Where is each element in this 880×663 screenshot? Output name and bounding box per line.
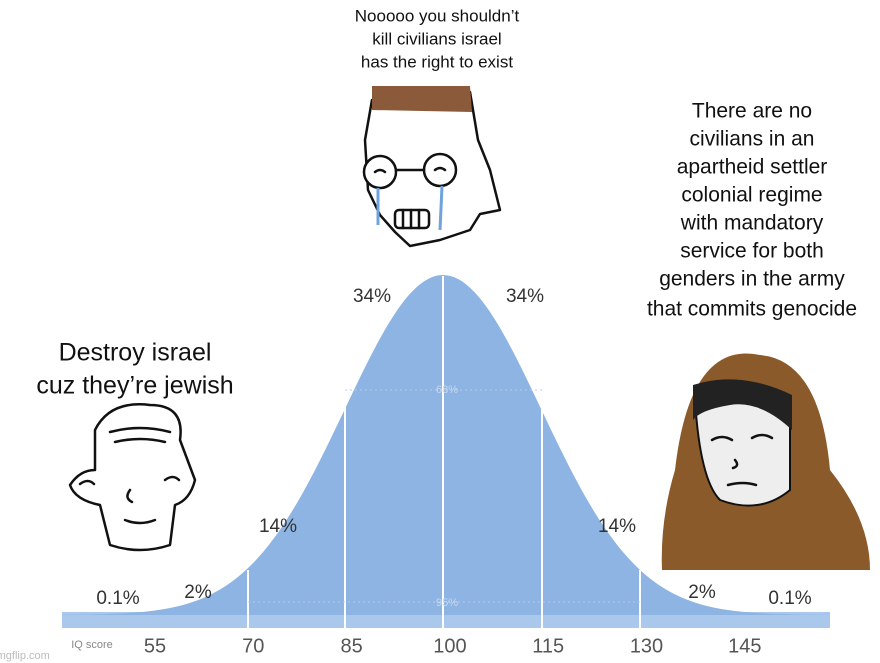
pct-label: 68% (436, 384, 458, 396)
character-top (362, 86, 502, 248)
pct-label: 34% (353, 286, 391, 307)
sigma-lines (247, 276, 641, 628)
character-right (661, 353, 870, 570)
caption-line: kill civilians israel (372, 29, 501, 48)
pct-label: 14% (598, 516, 636, 537)
x-tick-label: 115 (532, 635, 564, 657)
pct-label: 14% (259, 516, 297, 537)
pct-label: 0.1% (768, 588, 811, 609)
caption-line: Destroy israel (59, 339, 212, 367)
caption-line: with mandatory (680, 212, 824, 235)
x-tick-label: 100 (433, 635, 466, 657)
watermark: imgflip.com (0, 650, 50, 662)
caption-line: cuz they’re jewish (36, 372, 233, 400)
x-tick-label: 70 (242, 635, 264, 657)
pct-label: 95% (436, 597, 458, 609)
caption-line: colonial regime (681, 184, 822, 207)
axis-band (62, 612, 830, 628)
caption-line: that commits genocide (647, 298, 857, 321)
caption-line: Nooooo you shouldn’t (355, 6, 520, 25)
pct-label: 2% (184, 582, 212, 603)
axis-title: IQ score (71, 639, 113, 651)
caption-line: service for both (680, 240, 824, 263)
bell-curve (62, 275, 830, 615)
x-tick-label: 55 (144, 635, 166, 657)
axis-ticks: 55 70 85 100 115 130 145 (144, 635, 762, 657)
caption-line: has the right to exist (361, 52, 513, 71)
x-tick-label: 85 (340, 635, 362, 657)
pct-label: 2% (688, 582, 716, 603)
pct-label: 34% (506, 286, 544, 307)
x-tick-label: 130 (630, 635, 663, 657)
x-tick-label: 145 (728, 635, 761, 657)
caption-line: apartheid settler (677, 156, 828, 179)
pct-label: 0.1% (96, 588, 139, 609)
caption-line: There are no (692, 100, 812, 123)
character-left (68, 403, 197, 552)
caption-line: civilians in an (690, 128, 815, 151)
caption-line: genders in the army (659, 268, 845, 291)
